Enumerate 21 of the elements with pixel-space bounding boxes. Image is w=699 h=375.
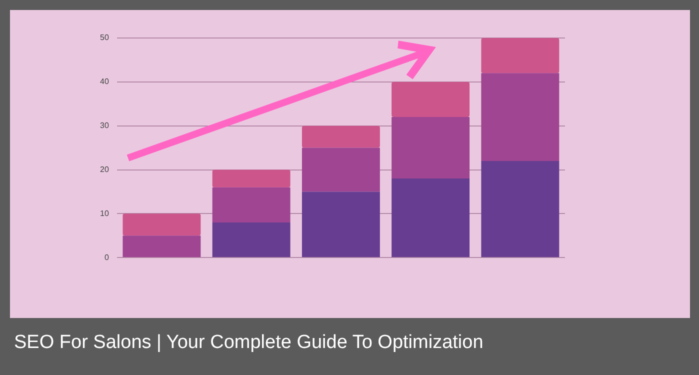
y-tick-label: 40	[100, 77, 110, 86]
bar	[212, 170, 290, 188]
bar	[212, 222, 290, 258]
bar	[392, 178, 470, 258]
bar	[392, 117, 470, 179]
bar	[302, 192, 380, 258]
y-tick-label: 0	[104, 252, 110, 262]
text: SEO For Salons | Your Complete Guide To Optimization	[14, 332, 484, 354]
y-tick-label: 10	[100, 208, 110, 218]
y-tick-label: 30	[100, 121, 110, 130]
bar	[481, 73, 560, 161]
bar	[122, 236, 201, 258]
bar	[392, 82, 470, 118]
bar	[302, 148, 380, 192]
bar	[122, 214, 201, 236]
bar	[212, 187, 290, 222]
y-tick-label: 50	[100, 33, 110, 42]
bar	[481, 38, 560, 74]
bar	[481, 160, 560, 258]
y-tick-label: 20	[100, 164, 110, 174]
bar	[302, 126, 380, 148]
